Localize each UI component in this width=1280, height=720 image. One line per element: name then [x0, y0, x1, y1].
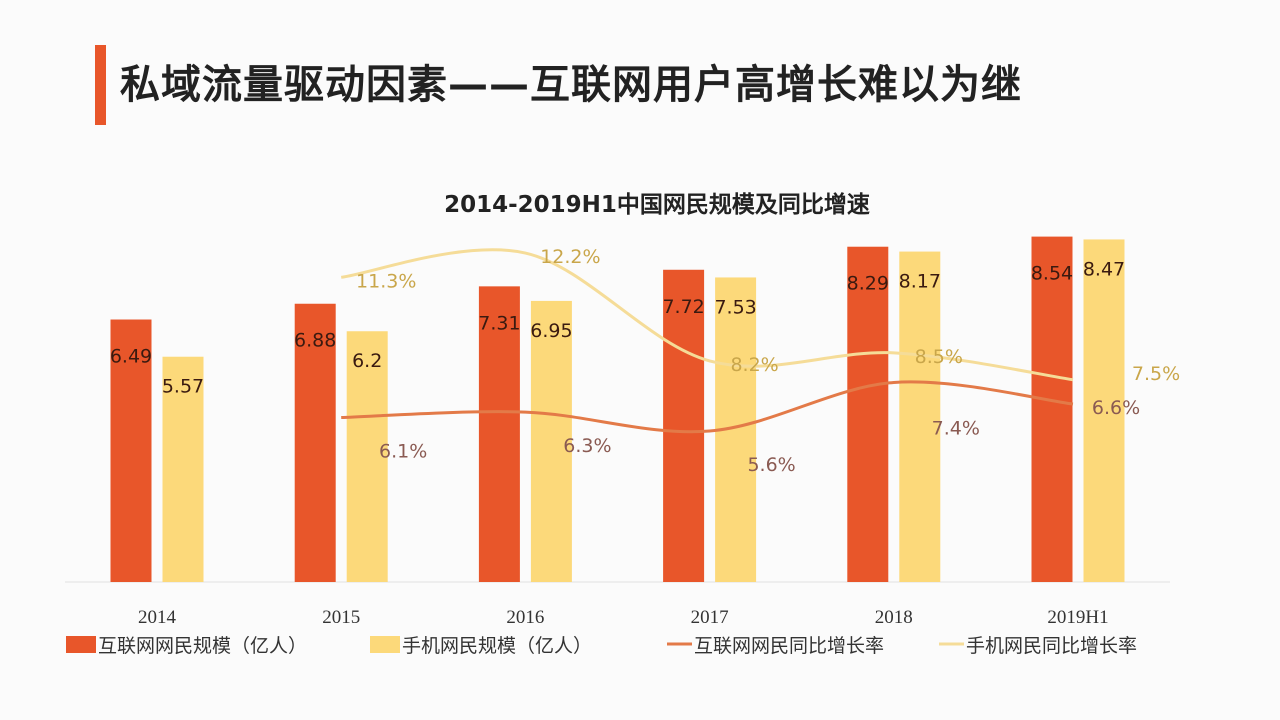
- bar-mobile-2018: [899, 251, 941, 582]
- growth-label: 6.3%: [563, 435, 611, 457]
- bar-label: 7.31: [478, 312, 520, 334]
- bar-internet-2014: [110, 319, 152, 582]
- page-title: 私域流量驱动因素——互联网用户高增长难以为继: [120, 62, 1022, 108]
- x-tick-label: 2016: [506, 607, 544, 628]
- legend-label: 互联网网民规模（亿人）: [98, 635, 307, 657]
- mobile-growth-line: [341, 248, 1074, 382]
- growth-label: 11.3%: [356, 270, 416, 292]
- bar-label: 8.17: [899, 271, 941, 293]
- bar-internet-2017: [663, 269, 705, 582]
- bar-internet-2019H1: [1031, 236, 1073, 583]
- x-tick-label: 2018: [875, 607, 913, 628]
- bar-label: 7.53: [714, 296, 756, 318]
- growth-label: 5.6%: [747, 454, 795, 476]
- growth-label: 8.5%: [915, 346, 963, 368]
- bar-label: 6.88: [294, 330, 336, 352]
- bar-mobile-2015: [346, 331, 388, 582]
- bar-internet-2016: [478, 286, 520, 582]
- bar-label: 6.49: [110, 346, 152, 368]
- bar-mobile-2016: [530, 300, 572, 582]
- chart-title: 2014-2019H1中国网民规模及同比增速: [444, 191, 870, 218]
- bar-mobile-2019H1: [1083, 239, 1125, 583]
- bar-internet-2018: [847, 246, 889, 582]
- bar-mobile-2014: [162, 356, 204, 582]
- growth-label: 12.2%: [540, 246, 600, 268]
- growth-label: 7.5%: [1132, 363, 1180, 385]
- legend-label: 手机网民规模（亿人）: [402, 635, 592, 657]
- bar-label: 8.54: [1031, 263, 1073, 285]
- legend-swatch: [66, 636, 96, 653]
- legend-swatch: [370, 636, 400, 653]
- growth-label: 7.4%: [932, 417, 980, 439]
- x-tick-label: 2015: [322, 607, 360, 628]
- bar-label: 8.47: [1083, 258, 1125, 280]
- legend-label: 互联网网民同比增长率: [694, 635, 884, 657]
- growth-label: 6.1%: [379, 441, 427, 463]
- growth-label: 6.6%: [1092, 397, 1140, 419]
- x-tick-label: 2019H1: [1047, 607, 1108, 628]
- internet-growth-line: [341, 380, 1074, 434]
- bar-label: 6.2: [352, 350, 382, 372]
- bar-label: 7.72: [662, 296, 704, 318]
- bar-label: 5.57: [162, 376, 204, 398]
- title-accent-bar: [95, 45, 106, 125]
- x-tick-label: 2017: [691, 607, 729, 628]
- bar-label: 6.95: [530, 320, 572, 342]
- bar-label: 8.29: [847, 273, 889, 295]
- x-tick-label: 2014: [138, 607, 177, 628]
- growth-label: 8.2%: [730, 354, 778, 376]
- bar-internet-2015: [294, 303, 336, 582]
- legend-label: 手机网民同比增长率: [966, 635, 1137, 657]
